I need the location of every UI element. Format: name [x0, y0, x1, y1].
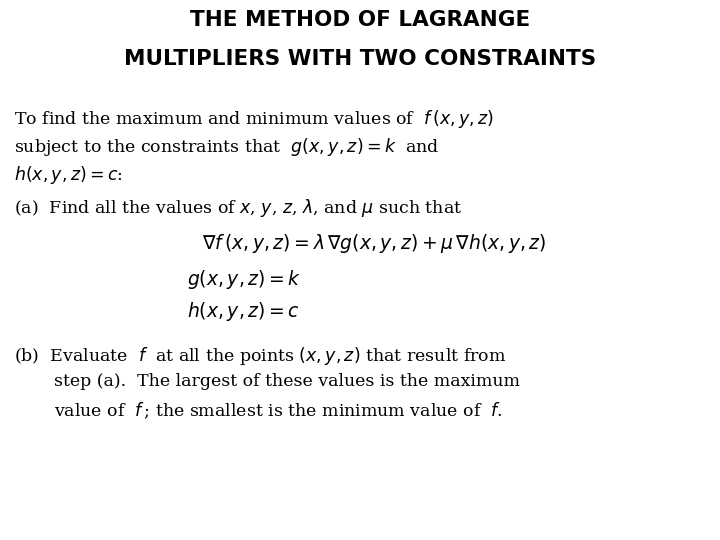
Text: (b)  Evaluate  $f$  at all the points $(x, y, z)$ that result from: (b) Evaluate $f$ at all the points $(x, … — [14, 345, 507, 367]
Text: $\nabla f\,(x, y, z) = \lambda\,\nabla g(x, y, z) + \mu\,\nabla h(x, y, z)$: $\nabla f\,(x, y, z) = \lambda\,\nabla g… — [202, 232, 546, 255]
Text: $h(x, y, z) = c$:: $h(x, y, z) = c$: — [14, 164, 123, 186]
Text: (a)  Find all the values of $x$, $y$, $z$, $\lambda$, and $\mu$ such that: (a) Find all the values of $x$, $y$, $z$… — [14, 197, 462, 219]
Text: value of  $f\,$; the smallest is the minimum value of  $f$.: value of $f\,$; the smallest is the mini… — [54, 401, 503, 421]
Text: MULTIPLIERS WITH TWO CONSTRAINTS: MULTIPLIERS WITH TWO CONSTRAINTS — [124, 49, 596, 69]
Text: $h(x, y, z) = c$: $h(x, y, z) = c$ — [187, 300, 300, 323]
Text: $g(x, y, z) = k$: $g(x, y, z) = k$ — [187, 268, 302, 292]
Text: To find the maximum and minimum values of  $f\,(x, y, z)$: To find the maximum and minimum values o… — [14, 108, 495, 130]
Text: step (a).  The largest of these values is the maximum: step (a). The largest of these values is… — [54, 373, 520, 389]
Text: subject to the constraints that  $g(x, y, z) = k$  and: subject to the constraints that $g(x, y,… — [14, 136, 440, 158]
Text: THE METHOD OF LAGRANGE: THE METHOD OF LAGRANGE — [190, 10, 530, 30]
